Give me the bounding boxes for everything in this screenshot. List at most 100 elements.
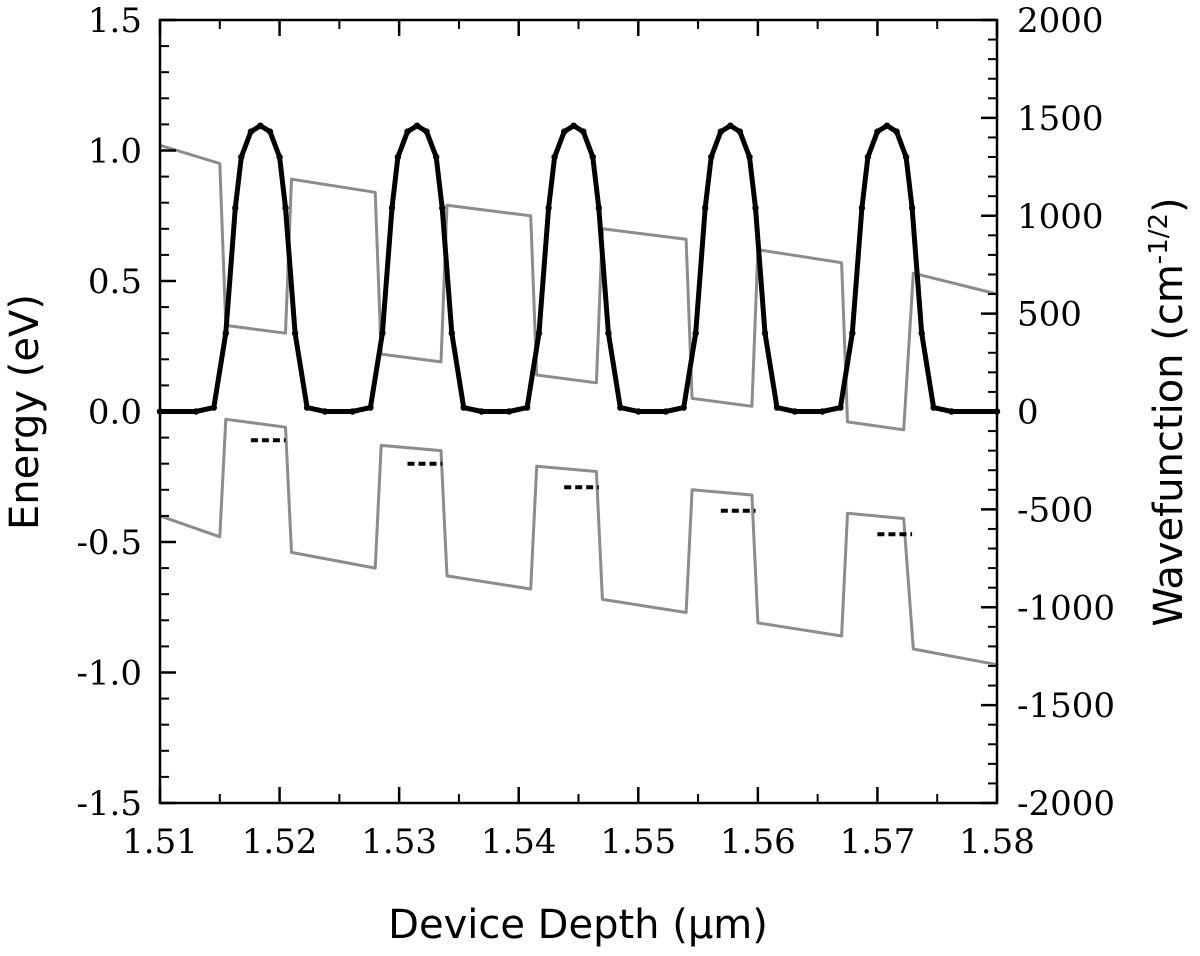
wavefunction-point-55 bbox=[849, 330, 856, 337]
y-left-tick-label: 1.5 bbox=[88, 1, 142, 41]
wavefunction-point-7 bbox=[257, 122, 264, 129]
wavefunction-point-63 bbox=[918, 330, 925, 337]
wavefunction-point-15 bbox=[367, 404, 374, 411]
wavefunction-point-2 bbox=[210, 404, 217, 411]
wavefunction-point-32 bbox=[561, 128, 568, 135]
y-left-tick-label: -1.0 bbox=[76, 654, 142, 694]
wavefunction-point-49 bbox=[752, 204, 759, 212]
wavefunction-point-11 bbox=[291, 330, 299, 337]
x-tick-label: 1.51 bbox=[122, 822, 198, 862]
wavefunction-point-40 bbox=[662, 408, 669, 415]
wavefunction-point-31 bbox=[551, 153, 558, 161]
y-right-tick-label: -1000 bbox=[1017, 588, 1115, 628]
wavefunction-point-65 bbox=[948, 408, 955, 415]
wavefunction-point-52 bbox=[791, 408, 799, 415]
x-axis-title: Device Depth (µm) bbox=[388, 902, 768, 948]
wavefunction-point-5 bbox=[238, 153, 245, 161]
wavefunction-point-25 bbox=[460, 404, 467, 411]
y-right-tick-label: 2000 bbox=[1017, 1, 1104, 41]
y-right-tick-label: 500 bbox=[1017, 295, 1082, 335]
wavefunction-point-45 bbox=[717, 128, 724, 135]
x-tick-label: 1.58 bbox=[959, 822, 1035, 862]
wavefunction-point-44 bbox=[708, 153, 715, 161]
y-right-tick-label: -2000 bbox=[1017, 784, 1115, 824]
wavefunction-point-56 bbox=[858, 204, 866, 212]
y-left-tick-label: 0.0 bbox=[88, 393, 142, 433]
wavefunction-point-61 bbox=[902, 153, 910, 161]
y-right-axis-title-main: Wavefunction (cm bbox=[1146, 264, 1192, 626]
wavefunction-point-38 bbox=[617, 404, 624, 411]
x-tick-label: 1.53 bbox=[361, 822, 437, 862]
wavefunction-point-47 bbox=[736, 128, 744, 135]
x-tick-label: 1.55 bbox=[600, 822, 676, 862]
x-tick-label: 1.54 bbox=[481, 822, 557, 862]
wavefunction-point-35 bbox=[589, 153, 596, 161]
wavefunction-point-62 bbox=[908, 204, 916, 212]
y-right-tick-label: -1500 bbox=[1017, 686, 1115, 726]
wavefunction-point-60 bbox=[893, 128, 900, 135]
wavefunction-point-14 bbox=[349, 408, 356, 415]
wavefunction-point-34 bbox=[580, 128, 587, 135]
wavefunction-point-50 bbox=[761, 330, 769, 337]
x-tick-label: 1.52 bbox=[242, 822, 318, 862]
plot-frame bbox=[158, 18, 999, 805]
wavefunction-point-57 bbox=[864, 153, 872, 161]
wavefunction-point-3 bbox=[222, 330, 229, 337]
wavefunction-point-27 bbox=[505, 408, 513, 415]
y-right-tick-label: 1500 bbox=[1017, 99, 1104, 139]
y-left-axis-title: Energy (eV) bbox=[2, 294, 48, 530]
wavefunction-point-23 bbox=[439, 204, 446, 212]
axis-titles: Device Depth (µm) Energy (eV) Wavefuncti… bbox=[2, 197, 1192, 948]
y-right-tick-label: 0 bbox=[1017, 393, 1039, 433]
wavefunction-point-29 bbox=[535, 330, 543, 337]
wavefunction-point-58 bbox=[874, 128, 881, 135]
wavefunction-point-24 bbox=[448, 330, 455, 337]
wavefunction-point-59 bbox=[883, 122, 891, 129]
wavefunction-point-54 bbox=[837, 404, 844, 411]
wavefunction-point-1 bbox=[192, 408, 200, 415]
x-tick-label: 1.56 bbox=[720, 822, 796, 862]
tick-labels: 1.51 1.52 1.53 1.54 1.55 1.56 1.57 1.58 -1.5 -1.0… bbox=[76, 1, 1115, 862]
wavefunction-point-17 bbox=[388, 204, 396, 212]
wavefunction-point-12 bbox=[303, 404, 311, 411]
wavefunction-point-36 bbox=[595, 204, 602, 212]
band-edge-series-1 bbox=[158, 417, 999, 667]
wavefunction-point-28 bbox=[523, 404, 531, 411]
plot-lines bbox=[156, 122, 1001, 667]
y-right-axis-title-close: ) bbox=[1146, 197, 1192, 213]
wavefunction-point-30 bbox=[545, 204, 552, 212]
wavefunction-point-13 bbox=[321, 408, 329, 415]
wavefunction-point-42 bbox=[692, 330, 699, 337]
y-left-tick-label: 1.0 bbox=[88, 132, 142, 172]
y-left-tick-label: -0.5 bbox=[76, 523, 142, 563]
wavefunction-point-41 bbox=[680, 404, 687, 411]
wavefunction-point-4 bbox=[232, 204, 239, 212]
y-right-tick-label: -500 bbox=[1017, 490, 1093, 530]
y-left-tick-label: 0.5 bbox=[88, 262, 142, 302]
wavefunction-point-21 bbox=[423, 128, 430, 135]
wavefunction-point-18 bbox=[394, 153, 402, 161]
wavefunction-point-8 bbox=[266, 128, 274, 135]
wavefunction-point-10 bbox=[282, 204, 289, 212]
wavefunction-point-64 bbox=[930, 404, 937, 411]
y-right-axis-title: Wavefunction (cm-1/2) bbox=[1144, 197, 1192, 626]
plot-axes bbox=[158, 18, 999, 805]
wavefunction-point-46 bbox=[727, 122, 734, 129]
wavefunction-point-19 bbox=[404, 128, 411, 135]
wavefunction-point-43 bbox=[702, 204, 709, 212]
y-left-tick-label: -1.5 bbox=[76, 784, 142, 824]
wavefunction-point-22 bbox=[433, 153, 440, 161]
x-tick-label: 1.57 bbox=[840, 822, 916, 862]
wavefunction-point-39 bbox=[635, 408, 642, 415]
y-right-axis-title-sup: -1/2 bbox=[1144, 213, 1174, 264]
wavefunction-series-2 bbox=[157, 123, 1000, 414]
wavefunction-point-51 bbox=[773, 404, 781, 411]
wavefunction-point-53 bbox=[819, 408, 826, 415]
wavefunction-point-33 bbox=[570, 122, 577, 129]
wavefunction-point-20 bbox=[413, 122, 421, 129]
wavefunction-point-48 bbox=[746, 153, 753, 161]
wavefunction-point-37 bbox=[605, 330, 612, 337]
y-right-tick-label: 1000 bbox=[1017, 197, 1104, 237]
wavefunction-point-16 bbox=[379, 330, 386, 337]
